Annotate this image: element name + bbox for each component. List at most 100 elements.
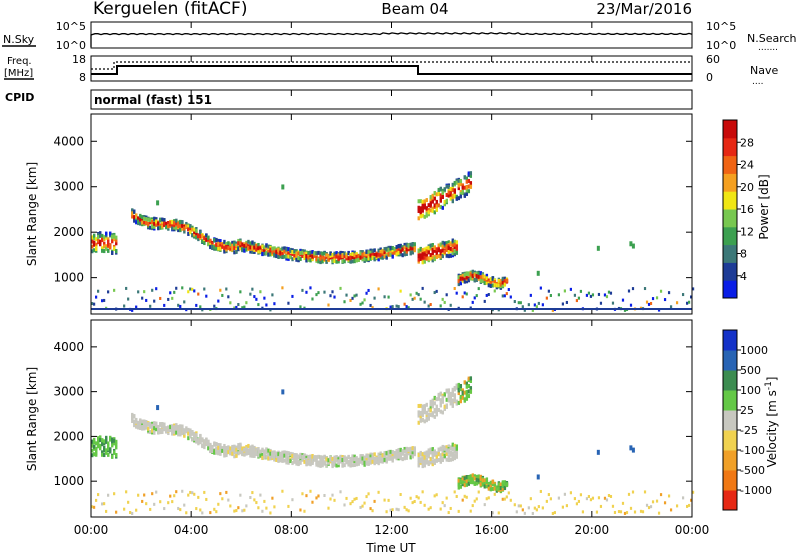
echo-cell bbox=[391, 458, 394, 463]
echo-cell bbox=[343, 455, 346, 460]
echo-cell bbox=[417, 257, 420, 262]
echo-cell bbox=[457, 186, 461, 191]
echo-cell bbox=[451, 199, 454, 204]
echo-cell bbox=[193, 431, 196, 436]
echo-cell bbox=[337, 253, 340, 258]
echo-cell bbox=[245, 504, 248, 508]
echo-cell bbox=[483, 503, 486, 507]
echo-cell bbox=[403, 302, 406, 306]
echo-cell bbox=[377, 257, 380, 262]
echo-cell bbox=[269, 252, 272, 257]
echo-cell bbox=[131, 413, 134, 418]
echo-cell bbox=[185, 224, 188, 229]
echo-cell bbox=[161, 428, 164, 433]
echo-cell bbox=[427, 460, 430, 465]
echo-cell bbox=[255, 243, 258, 248]
echo-cell bbox=[115, 249, 118, 254]
echo-cell bbox=[219, 244, 222, 249]
echo-cell bbox=[155, 427, 158, 432]
echo-cell bbox=[133, 218, 136, 223]
colorbar-swatch bbox=[723, 330, 737, 351]
echo-cell bbox=[431, 206, 434, 211]
echo-cell bbox=[109, 449, 112, 454]
echo-cell bbox=[675, 504, 679, 508]
echo-cell bbox=[197, 292, 200, 296]
echo-cell bbox=[429, 200, 432, 205]
echo-cell bbox=[625, 511, 629, 515]
echo-cell bbox=[217, 238, 220, 243]
echo-cell bbox=[383, 451, 386, 456]
echo-cell bbox=[557, 293, 560, 297]
echo-cell bbox=[281, 453, 284, 458]
echo-cell bbox=[377, 248, 380, 253]
echo-cell bbox=[461, 498, 464, 502]
echo-cell bbox=[463, 390, 467, 395]
echo-cell bbox=[467, 481, 471, 486]
echo-cell bbox=[261, 251, 264, 256]
echo-cell bbox=[485, 273, 489, 278]
echo-cell bbox=[433, 452, 436, 457]
echo-cell bbox=[445, 198, 448, 203]
echo-cell bbox=[489, 480, 493, 485]
echo-cell bbox=[127, 297, 130, 301]
echo-cell bbox=[249, 245, 252, 250]
echo-cell bbox=[243, 243, 246, 248]
echo-cell bbox=[235, 447, 238, 452]
echo-cell bbox=[349, 253, 352, 258]
echo-cell bbox=[239, 290, 242, 294]
echo-cell bbox=[139, 421, 142, 426]
echo-cell bbox=[457, 509, 460, 513]
echo-cell bbox=[333, 251, 336, 256]
echo-cell bbox=[373, 248, 376, 253]
echo-cell bbox=[273, 302, 276, 306]
echo-cell bbox=[305, 458, 308, 463]
echo-cell bbox=[429, 408, 432, 413]
echo-cell bbox=[361, 454, 364, 459]
echo-cell bbox=[341, 457, 344, 462]
echo-cell bbox=[563, 289, 566, 293]
echo-cell bbox=[419, 207, 422, 212]
echo-cell bbox=[177, 303, 180, 307]
echo-cell bbox=[383, 251, 386, 256]
echo-cell bbox=[459, 194, 463, 199]
echo-cell bbox=[141, 419, 144, 424]
echo-cell bbox=[141, 422, 144, 427]
echo-cell bbox=[403, 252, 406, 257]
echo-cell bbox=[417, 251, 420, 256]
echo-cell bbox=[101, 452, 104, 457]
echo-cell bbox=[237, 451, 240, 456]
echo-cell bbox=[105, 231, 108, 236]
echo-cell bbox=[263, 455, 266, 460]
echo-cell bbox=[645, 503, 649, 507]
echo-cell bbox=[333, 462, 336, 467]
echo-cell bbox=[449, 242, 452, 247]
colorbar-tick-label: 8 bbox=[740, 248, 747, 261]
echo-cell bbox=[651, 500, 655, 504]
echo-cell bbox=[421, 464, 424, 469]
echo-cell bbox=[351, 500, 354, 504]
echo-cell bbox=[451, 253, 454, 258]
echo-cell bbox=[171, 426, 174, 431]
echo-cell bbox=[421, 452, 424, 457]
echo-cell bbox=[185, 426, 188, 431]
echo-cell bbox=[115, 241, 118, 246]
echo-cell bbox=[145, 221, 148, 226]
echo-cell bbox=[293, 253, 296, 258]
echo-cell bbox=[383, 254, 386, 259]
echo-cell bbox=[405, 453, 408, 458]
echo-cell bbox=[159, 427, 162, 432]
echo-cell bbox=[291, 498, 294, 502]
echo-cell bbox=[221, 242, 224, 247]
echo-cell bbox=[221, 293, 224, 297]
echo-cell bbox=[451, 452, 454, 457]
echo-cell bbox=[187, 290, 190, 294]
colorbar-swatch bbox=[723, 155, 737, 174]
echo-cell bbox=[97, 232, 100, 237]
echo-cell bbox=[235, 241, 238, 246]
echo-cell bbox=[219, 448, 222, 453]
echo-cell bbox=[641, 510, 645, 514]
echo-cell bbox=[379, 253, 382, 258]
echo-cell bbox=[365, 495, 368, 499]
echo-cell bbox=[395, 456, 398, 461]
echo-cell bbox=[465, 495, 468, 499]
